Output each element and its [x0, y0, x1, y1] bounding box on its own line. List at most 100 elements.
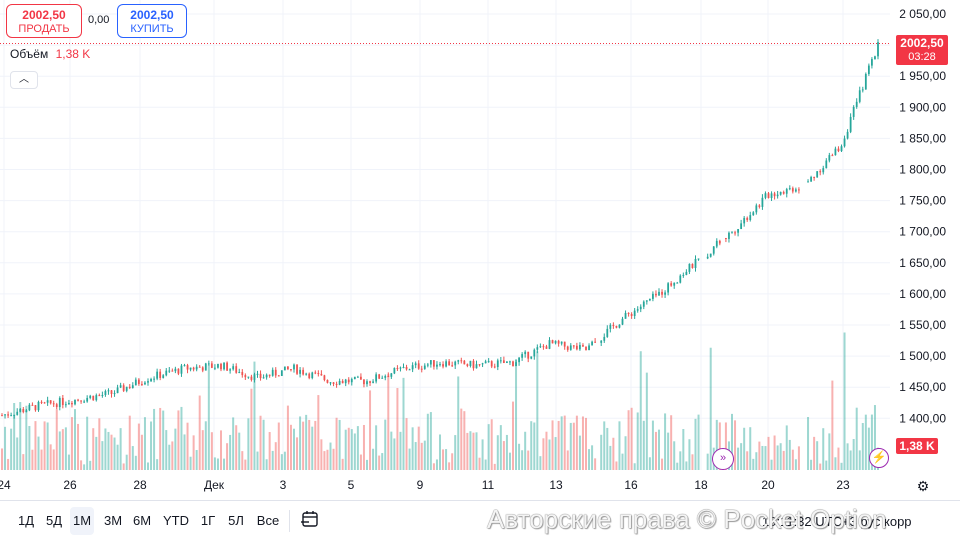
- candle-body: [122, 385, 125, 391]
- candle-body: [572, 345, 575, 347]
- volume-bar: [232, 417, 235, 470]
- locale-label[interactable]: рус: [860, 514, 881, 529]
- volume-bar: [180, 406, 183, 470]
- price-chart[interactable]: 2 050,002 000,001 950,001 900,001 850,00…: [0, 0, 960, 500]
- candle-body: [664, 292, 666, 295]
- candle-body: [280, 370, 283, 376]
- volume-bar: [423, 440, 426, 470]
- candle-body: [451, 365, 454, 367]
- calendar-icon[interactable]: [300, 509, 320, 529]
- candle-body: [296, 364, 298, 374]
- candle-body: [189, 367, 192, 370]
- range-button[interactable]: Все: [256, 513, 280, 528]
- volume-bar: [49, 444, 52, 470]
- volume-bar: [469, 431, 472, 470]
- candle-body: [457, 360, 460, 362]
- volume-bar: [280, 454, 283, 470]
- volume-bar: [28, 425, 31, 470]
- candle-body: [758, 205, 761, 207]
- volume-bar: [89, 460, 92, 470]
- candle-body: [481, 363, 484, 365]
- candle-body: [183, 365, 186, 367]
- range-button[interactable]: 1Г: [200, 513, 216, 528]
- volume-bar: [478, 457, 481, 470]
- volume-bar: [448, 462, 451, 470]
- volume-bar: [548, 439, 551, 470]
- volume-bar: [432, 463, 435, 470]
- candle-body: [849, 116, 852, 132]
- candle-body: [144, 382, 146, 385]
- volume-bar: [378, 455, 381, 470]
- buy-button[interactable]: 2002,50 КУПИТЬ: [117, 4, 187, 38]
- candle-body: [533, 349, 536, 357]
- volume-bar: [648, 457, 651, 470]
- range-button[interactable]: 1Д: [17, 513, 35, 528]
- volume-bar: [633, 463, 636, 470]
- candle-body: [512, 361, 514, 367]
- candle-body: [214, 367, 216, 369]
- volume-bar: [499, 425, 502, 470]
- scroll-to-realtime-icon[interactable]: »: [712, 448, 734, 470]
- range-button[interactable]: 6М: [132, 513, 152, 528]
- candle-body: [560, 341, 563, 344]
- range-button[interactable]: 1М: [70, 507, 94, 535]
- volume-bar: [83, 464, 86, 470]
- candle-body: [119, 385, 122, 388]
- sell-button[interactable]: 2002,50 ПРОДАТЬ: [6, 4, 82, 38]
- candle-body: [667, 283, 670, 293]
- candle-body: [37, 401, 40, 411]
- adjust-label[interactable]: корр: [884, 514, 912, 529]
- candle-body: [396, 367, 399, 369]
- volume-bar: [162, 410, 165, 470]
- volume-bar: [743, 427, 746, 470]
- volume-bar: [156, 459, 159, 470]
- x-tick-label: 3: [280, 478, 287, 492]
- volume-bar: [761, 445, 764, 470]
- lightning-icon[interactable]: ⚡: [869, 448, 889, 468]
- candle-body: [253, 374, 256, 380]
- candle-body: [737, 229, 739, 233]
- candle-body: [846, 131, 849, 139]
- volume-bar: [58, 431, 61, 470]
- candle-body: [293, 364, 295, 370]
- range-button[interactable]: 5Л: [228, 513, 244, 528]
- volume-bar: [651, 420, 654, 470]
- volume-bar: [746, 451, 749, 470]
- volume-bar: [724, 422, 727, 470]
- volume-bar: [749, 427, 752, 470]
- volume-bar: [627, 410, 630, 470]
- volume-bar: [153, 408, 156, 470]
- candle-body: [871, 59, 873, 66]
- volume-bar: [55, 409, 58, 470]
- candle-body: [308, 373, 311, 379]
- candle-body: [10, 415, 13, 417]
- candle-countdown: 03:28: [908, 51, 936, 63]
- range-button[interactable]: 5Д: [45, 513, 63, 528]
- volume-bar: [685, 461, 688, 470]
- volume-bar: [192, 435, 195, 470]
- volume-bar: [606, 427, 609, 470]
- range-button[interactable]: 3М: [103, 513, 123, 528]
- volume-bar: [338, 419, 341, 470]
- spread-value: 0,00: [88, 14, 110, 26]
- candle-body: [524, 351, 527, 355]
- volume-bar: [25, 405, 28, 470]
- candle-body: [207, 363, 210, 365]
- volume-bar: [259, 415, 262, 470]
- sell-label: ПРОДАТЬ: [18, 23, 70, 35]
- y-tick-label: 2 050,00: [899, 7, 946, 21]
- volume-bar: [247, 418, 250, 470]
- candle-body: [749, 215, 752, 220]
- volume-bar: [706, 453, 709, 470]
- candle-body: [110, 390, 113, 394]
- volume-bar: [654, 431, 657, 470]
- range-button[interactable]: YTD: [163, 513, 189, 528]
- chevron-up-icon[interactable]: ︿: [10, 71, 38, 89]
- volume-bar: [226, 443, 229, 470]
- volume-bar: [481, 439, 484, 470]
- candle-body: [375, 374, 378, 382]
- candle-body: [743, 217, 746, 224]
- volume-bar: [873, 405, 876, 470]
- volume-bar: [566, 450, 569, 470]
- settings-gear-icon[interactable]: ⚙: [916, 478, 930, 494]
